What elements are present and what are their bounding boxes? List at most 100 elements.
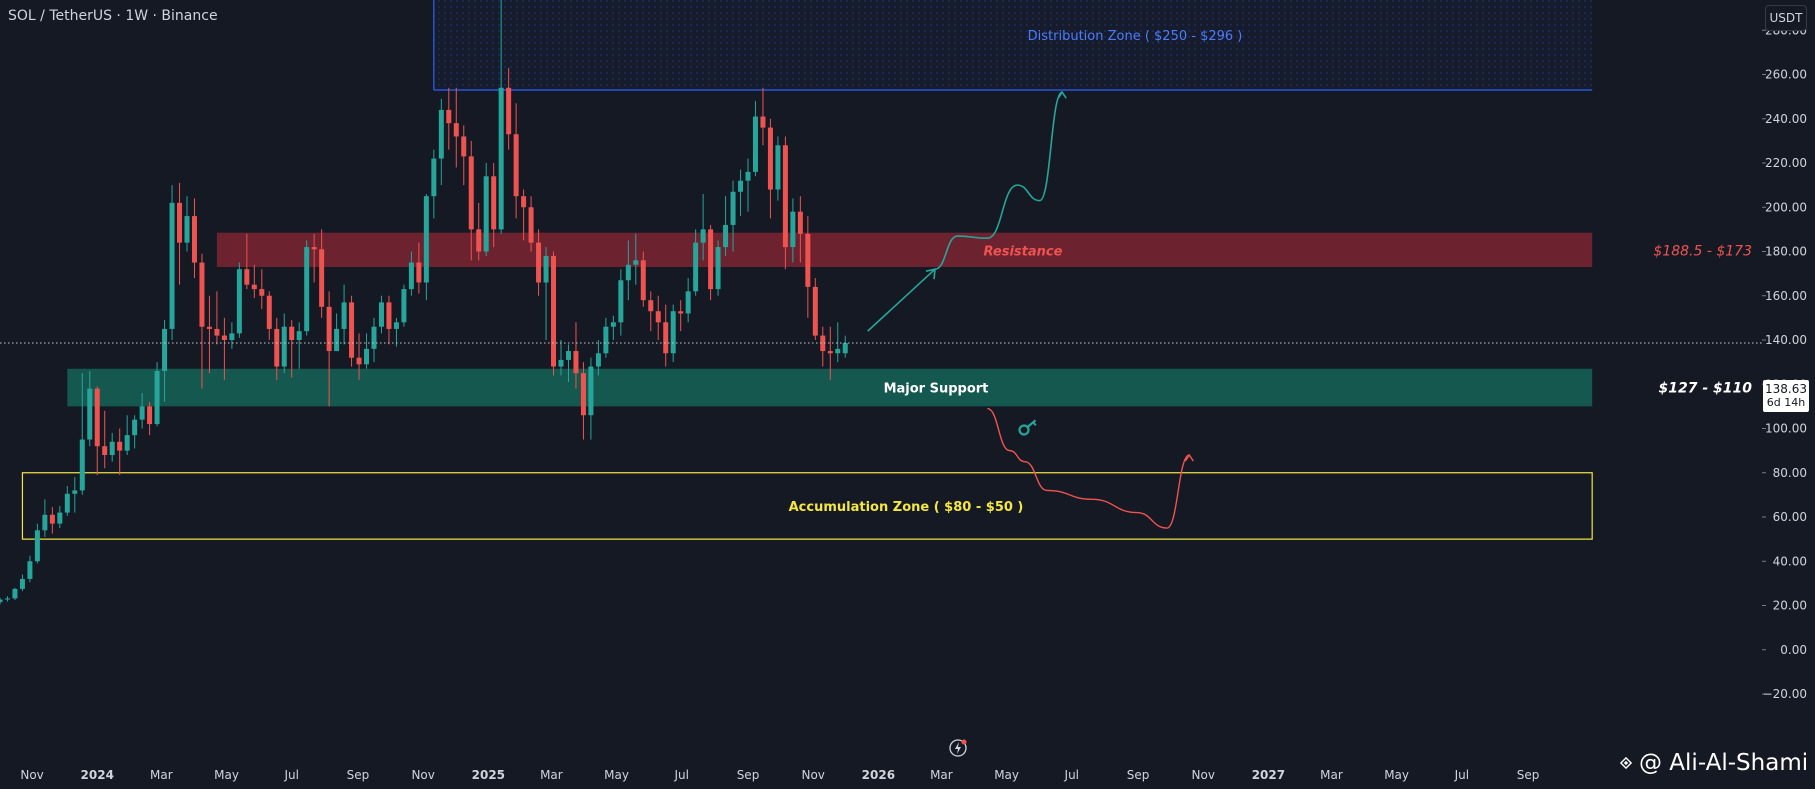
candle-body (12, 588, 18, 599)
binance-logo-icon (1619, 756, 1633, 770)
candle-body (386, 302, 392, 329)
key-icon-ring (1018, 424, 1030, 436)
zone-distribution-dots (433, 0, 1593, 90)
price-axis-label: 140.00 (1765, 333, 1807, 347)
candle-body (506, 87, 512, 135)
accumulation-zone-label: Accumulation Zone ( $80 - $50 ) (789, 500, 1024, 515)
time-axis-label: May (604, 768, 629, 782)
candle-body (199, 262, 205, 327)
price-axis-label: 220.00 (1765, 156, 1807, 170)
overlay-layer: Distribution Zone ( $250 - $296 ) Resista… (0, 29, 1762, 529)
candle-body (468, 156, 474, 230)
candle-body (356, 357, 362, 365)
candle-body (289, 326, 295, 340)
bearish-path-arrowhead (1184, 453, 1194, 462)
replay-icon[interactable] (948, 738, 968, 758)
candle-body (393, 322, 399, 329)
candle-body (102, 446, 108, 456)
candle-body (311, 247, 317, 250)
candle-body (603, 326, 609, 354)
candles-layer (0, 0, 848, 605)
candle-body (693, 242, 699, 292)
candle-body (117, 441, 123, 451)
symbol-label[interactable]: SOL / TetherUS · 1W · Binance (8, 8, 218, 24)
candle-body (416, 262, 422, 283)
key-icon (1018, 419, 1037, 436)
time-axis-label: Mar (1320, 768, 1343, 782)
candle-body (177, 202, 183, 243)
candle-body (408, 262, 414, 290)
price-axis-label: 20.00 (1773, 599, 1807, 613)
time-axis-label: May (214, 768, 239, 782)
candle-body (827, 351, 833, 354)
candle-body (229, 333, 235, 340)
candle-body (723, 224, 729, 248)
candle-body (431, 158, 437, 197)
time-axis-label: 2027 (1252, 768, 1285, 782)
candle-body (760, 116, 766, 128)
candle-body (446, 109, 452, 124)
price-axis-label: 0.00 (1780, 643, 1807, 657)
zone-accumulation (21, 472, 1593, 540)
candle-body (670, 311, 676, 354)
candle-body (640, 260, 646, 301)
candle-countdown: 6d 14h (1766, 396, 1806, 409)
candle-body (206, 326, 212, 329)
zones-layer (21, 0, 1593, 540)
candle-body (738, 180, 744, 192)
price-axis-label: 180.00 (1765, 245, 1807, 259)
candle-body (812, 286, 818, 336)
candle-body (191, 216, 197, 263)
candle-body (319, 249, 325, 307)
bullish-path (934, 91, 1063, 270)
candle-body (580, 373, 586, 416)
bullish-path-arrowhead (1057, 90, 1067, 99)
price-axis-label: 60.00 (1773, 510, 1807, 524)
bullish-arrow (867, 268, 936, 332)
candle-body (685, 291, 691, 314)
candle-body (236, 269, 242, 334)
candle-body (513, 134, 519, 197)
price-axis-label: −20.00 (1763, 687, 1807, 701)
candle-body (371, 326, 377, 349)
time-axis-label: Nov (1192, 768, 1215, 782)
resistance-label: Resistance (984, 244, 1063, 259)
candle-body (476, 229, 482, 252)
candle-body (139, 406, 145, 420)
candle-body (438, 109, 444, 159)
candle-body (57, 512, 63, 524)
price-axis-label: 80.00 (1773, 466, 1807, 480)
time-axis[interactable]: Nov 2024 Mar May Jul Sep Nov 2025 Mar May Jul Sep No… (20, 768, 1539, 782)
price-axis[interactable]: −20.000.0020.0040.0060.0080.00100.00120.… (1762, 23, 1807, 701)
candle-body (835, 348, 841, 354)
current-price-value: 138.63 (1765, 382, 1807, 396)
candle-body (453, 123, 459, 137)
candle-body (558, 359, 564, 367)
candle-body (790, 211, 796, 248)
time-axis-label: Sep (1517, 768, 1540, 782)
time-axis-label: Sep (1127, 768, 1150, 782)
time-axis-label: Nov (801, 768, 824, 782)
candle-body (678, 311, 684, 314)
candle-body (655, 311, 661, 323)
candle-body (618, 280, 624, 323)
candle-body (349, 302, 355, 358)
candle-body (326, 306, 332, 352)
candle-body (700, 229, 706, 243)
candle-body (49, 514, 55, 524)
watermark: @ Ali-Al-Shami (1617, 750, 1808, 776)
time-axis-label: Jul (1454, 768, 1469, 782)
candle-body (715, 247, 721, 290)
support-price-label: $127 - $110 (1659, 381, 1753, 397)
candle-body (543, 255, 549, 283)
time-axis-label: Mar (930, 768, 953, 782)
candle-body (34, 530, 40, 562)
candle-body (491, 176, 497, 230)
time-axis-label: 2024 (81, 768, 114, 782)
time-axis-label: Jul (1064, 768, 1079, 782)
candle-body (221, 335, 227, 340)
candle-body (625, 264, 631, 281)
time-axis-label: May (994, 768, 1019, 782)
currency-button[interactable]: USDT (1765, 5, 1807, 31)
